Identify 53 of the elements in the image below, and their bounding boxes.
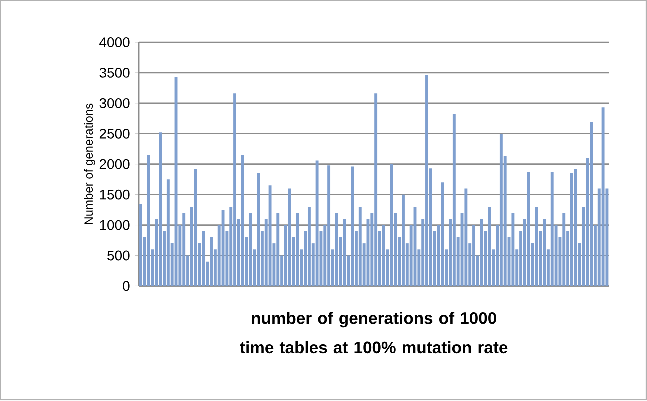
- bar: [452, 114, 456, 286]
- bar: [316, 160, 319, 286]
- bar: [550, 172, 554, 286]
- bar: [194, 169, 198, 286]
- bar: [512, 213, 515, 286]
- bar: [257, 174, 260, 286]
- bar: [147, 155, 150, 286]
- y-tick-label: 0: [123, 281, 130, 292]
- y-tick-label: 1500: [100, 190, 130, 200]
- bar: [358, 207, 362, 286]
- x-axis-title: number of generations of 1000 time tables at 100% mutation rate: [240, 312, 508, 354]
- bar: [140, 204, 142, 286]
- bar: [268, 186, 272, 286]
- bar: [288, 188, 292, 286]
- bar: [249, 213, 252, 286]
- y-tick-label: 2500: [100, 129, 130, 140]
- bar: [543, 219, 546, 286]
- y-axis-title: Number of generations: [84, 104, 96, 225]
- y-tick-label: 4000: [100, 38, 130, 48]
- bar: [374, 94, 378, 286]
- bar: [182, 213, 186, 286]
- bar: [328, 166, 331, 286]
- bar: [527, 172, 530, 286]
- bar: [574, 169, 578, 286]
- bar: [308, 207, 311, 286]
- bar: [535, 207, 538, 286]
- bar: [500, 134, 503, 286]
- bar: [590, 122, 594, 286]
- bar: [480, 219, 484, 286]
- bar: [426, 76, 428, 286]
- bar: [276, 213, 280, 286]
- bar: [210, 238, 213, 286]
- bar: [488, 207, 492, 286]
- bar: [335, 213, 338, 286]
- bar: [351, 166, 354, 286]
- y-tick-label: 1000: [100, 220, 130, 230]
- y-tick-label: 2000: [100, 160, 130, 170]
- y-tick-label: 500: [108, 250, 130, 261]
- bar: [296, 213, 300, 286]
- bar: [562, 213, 566, 286]
- bar: [241, 155, 244, 286]
- y-tick-label: 3000: [100, 98, 130, 109]
- bar: [472, 225, 476, 286]
- y-tick-label: 3500: [100, 68, 130, 78]
- bar: [402, 195, 405, 286]
- bar: [602, 108, 605, 286]
- bar: [166, 180, 170, 286]
- bar: [159, 132, 162, 286]
- bar: [441, 182, 444, 286]
- bar: [202, 232, 206, 286]
- bar: [234, 94, 236, 286]
- bar: [382, 225, 386, 286]
- bar: [464, 188, 468, 286]
